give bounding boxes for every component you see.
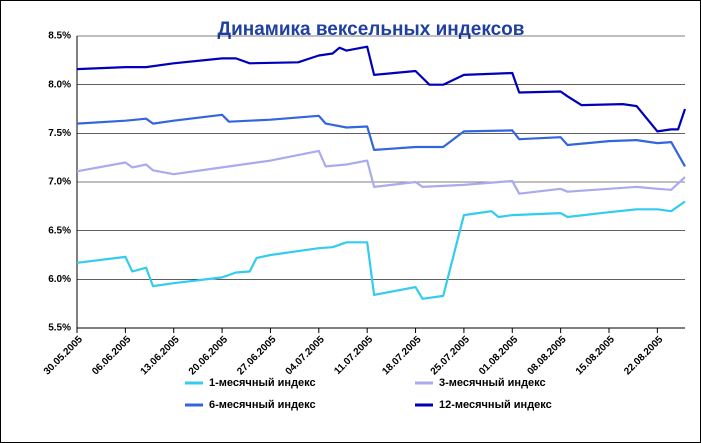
series-line bbox=[76, 113, 686, 167]
chart-title: Динамика вексельных индексов bbox=[218, 19, 525, 40]
series-line bbox=[76, 45, 687, 133]
y-tick-label: 8.5% bbox=[48, 31, 71, 42]
y-tick-label: 7.5% bbox=[48, 128, 71, 139]
legend-label: 12-месячный индекс bbox=[439, 399, 552, 411]
legend-label: 1-месячный индекс bbox=[209, 377, 316, 389]
y-tick-label: 6.0% bbox=[48, 274, 71, 285]
series-line bbox=[76, 149, 686, 195]
series-line bbox=[76, 200, 686, 300]
y-tick-label: 8.0% bbox=[48, 79, 71, 90]
legend-label: 3-месячный индекс bbox=[439, 377, 546, 389]
y-tick-label: 5.5% bbox=[48, 323, 71, 334]
y-tick-label: 6.5% bbox=[48, 225, 71, 236]
y-tick-label: 7.0% bbox=[48, 177, 71, 188]
legend-label: 6-месячный индекс bbox=[209, 399, 316, 411]
